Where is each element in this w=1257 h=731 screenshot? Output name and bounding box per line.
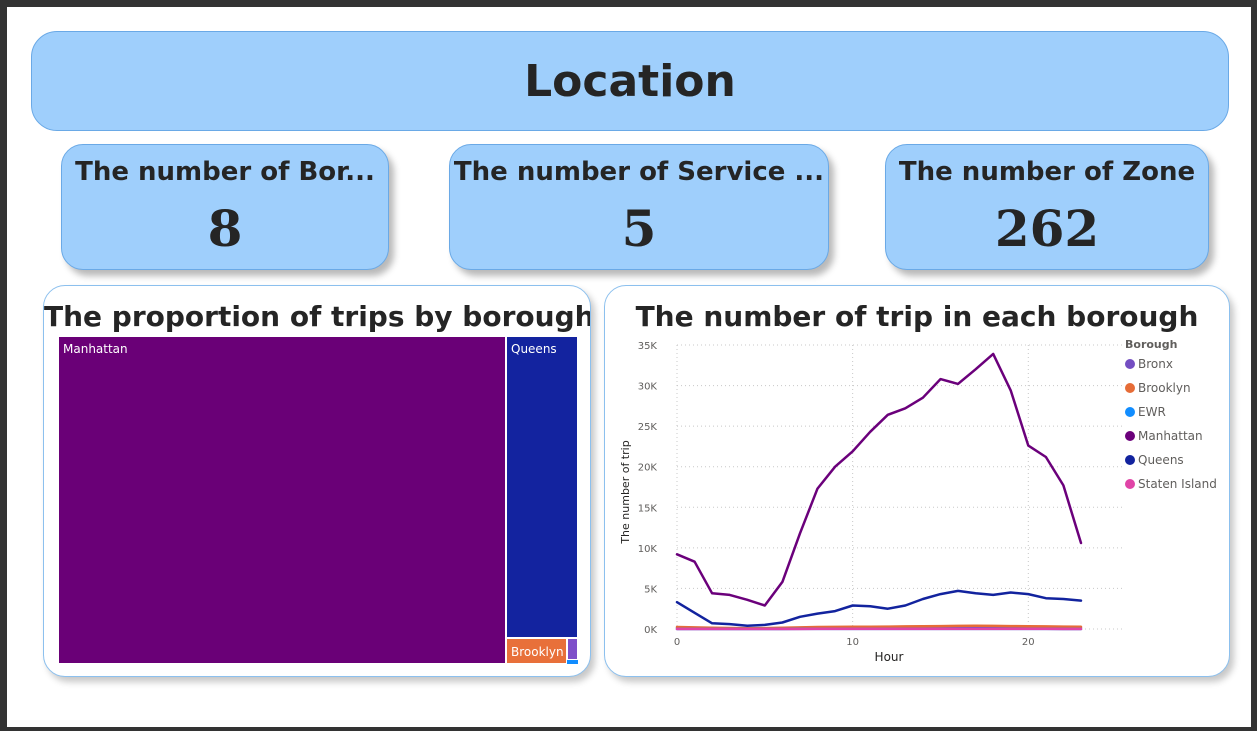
y-tick-label: 20K xyxy=(638,463,658,474)
legend-item-queens[interactable]: Queens xyxy=(1125,453,1184,467)
treemap-panel[interactable]: The proportion of trips by borough Manha… xyxy=(43,285,591,677)
legend-item-staten-island[interactable]: Staten Island xyxy=(1125,477,1217,491)
x-axis-label: Hour xyxy=(875,650,904,664)
card-title: The number of Zone xyxy=(898,157,1196,187)
legend-label: Brooklyn xyxy=(1138,381,1191,395)
legend-label: Manhattan xyxy=(1138,429,1203,443)
treemap-tile-manhattan[interactable]: Manhattan xyxy=(58,336,506,664)
legend-item-ewr[interactable]: EWR xyxy=(1125,405,1166,419)
treemap-tile-ewr[interactable] xyxy=(567,660,578,664)
card-title: The number of Service ... xyxy=(453,157,825,187)
y-tick-label: 35K xyxy=(638,341,658,352)
series-line-manhattan[interactable] xyxy=(675,352,1083,607)
y-tick-label: 0K xyxy=(644,625,657,636)
legend-marker xyxy=(1125,383,1135,393)
line-chart-panel[interactable]: The number of trip in each borough 0K 5K 1… xyxy=(604,285,1230,677)
y-tick-label: 25K xyxy=(638,422,658,433)
legend-marker xyxy=(1125,479,1135,489)
header-banner: Location xyxy=(31,31,1229,131)
card-title: The number of Bor... xyxy=(75,157,375,187)
y-tick-label: 10K xyxy=(638,544,658,555)
card-borough-count[interactable]: The number of Bor... 8 xyxy=(61,144,389,270)
legend-item-bronx[interactable]: Bronx xyxy=(1125,357,1173,371)
x-tick-label: 20 xyxy=(1022,637,1035,648)
card-service-count[interactable]: The number of Service ... 5 xyxy=(449,144,829,270)
chart-series xyxy=(675,352,1083,631)
legend-label: Bronx xyxy=(1138,357,1173,371)
card-value: 8 xyxy=(207,199,243,258)
legend-item-manhattan[interactable]: Manhattan xyxy=(1125,429,1203,443)
y-tick-label: 15K xyxy=(638,503,658,514)
page-title: Location xyxy=(524,55,736,107)
borough-treemap[interactable]: Manhattan Queens Brooklyn xyxy=(58,336,578,664)
card-zone-count[interactable]: The number of Zone 262 xyxy=(885,144,1209,270)
chart-axes: 0K 5K 10K 15K 20K 25K 30K 35K 0 10 20 Hour The numbe… xyxy=(619,341,1035,664)
legend-marker xyxy=(1125,431,1135,441)
report-canvas: Location The number of Bor... 8 The numb… xyxy=(7,7,1251,727)
legend-marker xyxy=(1125,455,1135,465)
series-line-queens[interactable] xyxy=(675,589,1083,628)
y-tick-label: 5K xyxy=(644,584,657,595)
treemap-tile-bronx[interactable] xyxy=(567,638,578,660)
x-tick-label: 10 xyxy=(846,637,859,648)
legend-marker xyxy=(1125,407,1135,417)
legend-title: Borough xyxy=(1125,338,1177,351)
chart-legend[interactable]: Borough Bronx Brooklyn EWR Manhattan Queens St… xyxy=(1125,338,1217,491)
treemap-tile-queens[interactable]: Queens xyxy=(506,336,578,638)
legend-label: Queens xyxy=(1138,453,1184,467)
tile-label: Manhattan xyxy=(63,342,128,356)
legend-item-brooklyn[interactable]: Brooklyn xyxy=(1125,381,1191,395)
treemap-title: The proportion of trips by borough xyxy=(44,300,591,333)
card-value: 262 xyxy=(994,199,1100,258)
treemap-tile-brooklyn[interactable]: Brooklyn xyxy=(506,638,567,664)
legend-label: EWR xyxy=(1138,405,1166,419)
tile-label: Queens xyxy=(511,342,557,356)
x-tick-label: 0 xyxy=(674,637,680,648)
y-tick-label: 30K xyxy=(638,382,658,393)
y-axis-label: The number of trip xyxy=(619,440,632,544)
card-value: 5 xyxy=(621,199,657,258)
line-chart-title: The number of trip in each borough xyxy=(635,300,1199,333)
chart-grid xyxy=(676,344,1125,630)
legend-label: Staten Island xyxy=(1138,477,1217,491)
tile-label: Brooklyn xyxy=(511,645,564,659)
legend-marker xyxy=(1125,359,1135,369)
